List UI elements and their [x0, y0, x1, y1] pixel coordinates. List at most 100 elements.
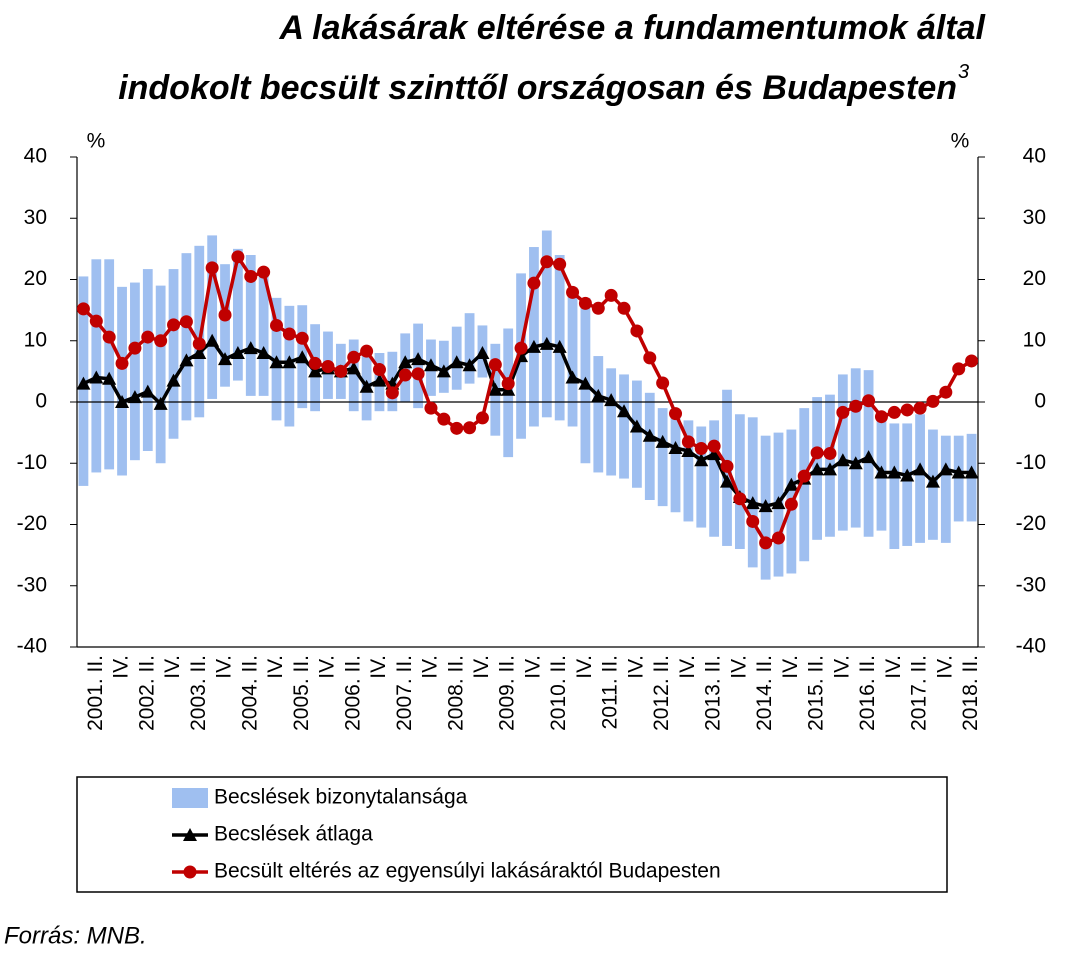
- range-bar: [837, 374, 848, 531]
- range-bar: [413, 323, 423, 409]
- point: [745, 496, 760, 510]
- chart-title: A lakásárak eltérése a fundamentumok ált…: [279, 9, 987, 47]
- y-tick-label: 30: [24, 206, 47, 229]
- point: [153, 396, 168, 410]
- range-bar: [117, 286, 127, 476]
- point: [707, 447, 722, 461]
- point: [179, 315, 193, 329]
- point: [140, 384, 155, 398]
- point: [230, 346, 245, 359]
- point: [553, 257, 567, 271]
- point: [964, 465, 979, 479]
- range-bar: [194, 245, 205, 418]
- point: [771, 496, 786, 510]
- range-bar: [902, 423, 913, 546]
- point: [436, 364, 451, 378]
- range-bar: [657, 408, 668, 507]
- x-tick-label: IV.: [419, 655, 442, 679]
- point: [655, 434, 670, 448]
- point: [887, 465, 902, 479]
- x-tick-label: 2003. II.: [187, 655, 210, 731]
- point: [411, 352, 426, 366]
- range-bar: [889, 423, 900, 549]
- y-tick-label: 10: [24, 328, 47, 351]
- point: [488, 358, 502, 372]
- point: [398, 355, 413, 369]
- point: [256, 346, 271, 359]
- point: [874, 465, 889, 479]
- range-bar: [258, 273, 269, 396]
- x-tick-label: IV.: [521, 655, 544, 679]
- y-tick-label: -40: [17, 635, 47, 658]
- point: [668, 440, 683, 454]
- point: [591, 301, 605, 315]
- line: [82, 338, 972, 508]
- range-bar: [709, 420, 720, 537]
- y-tick-label: 0: [35, 390, 47, 413]
- point: [900, 468, 915, 482]
- x-tick-label: IV.: [882, 655, 905, 679]
- point: [540, 255, 554, 269]
- legend-marker: [183, 828, 197, 841]
- range-bar: [348, 339, 359, 412]
- point: [269, 355, 284, 369]
- point: [449, 355, 464, 369]
- point: [270, 318, 284, 332]
- point: [835, 453, 850, 467]
- range-bar: [734, 414, 745, 549]
- range-bar: [541, 230, 552, 418]
- point: [630, 324, 644, 338]
- range-bar: [207, 235, 218, 399]
- point: [565, 370, 580, 384]
- point: [385, 386, 399, 400]
- point: [617, 301, 631, 315]
- point: [720, 474, 735, 488]
- point: [218, 352, 233, 366]
- range-bar: [953, 435, 964, 522]
- point: [218, 308, 232, 322]
- x-tick-label: IV.: [316, 655, 339, 679]
- y2-tick-label: -10: [1016, 451, 1046, 474]
- point: [938, 462, 953, 476]
- point: [849, 399, 863, 413]
- point: [463, 421, 477, 435]
- range-bar: [632, 380, 642, 488]
- point: [952, 362, 966, 376]
- point: [694, 453, 709, 467]
- range-bar: [567, 287, 578, 427]
- point: [629, 419, 644, 433]
- y2-tick-label: 0: [1034, 390, 1046, 413]
- point: [192, 337, 206, 351]
- range-bar: [850, 368, 861, 528]
- point: [295, 331, 309, 345]
- point: [694, 442, 708, 456]
- x-tick-label: IV.: [367, 655, 390, 679]
- point: [822, 462, 837, 476]
- point: [720, 459, 734, 473]
- range-bar: [130, 282, 140, 461]
- point: [102, 371, 117, 385]
- x-tick-label: 2018. II.: [959, 655, 982, 731]
- x-tick-label: IV.: [264, 655, 287, 679]
- range-bar: [915, 414, 925, 543]
- point: [925, 474, 940, 488]
- point: [887, 405, 901, 419]
- x-tick-label: IV.: [727, 655, 750, 679]
- point: [295, 350, 310, 364]
- legend-label: Becsült eltérés az egyensúlyi lakásárakt…: [214, 860, 721, 883]
- range-bar: [245, 255, 256, 396]
- point: [347, 350, 361, 364]
- y2-tick-label: -30: [1016, 573, 1046, 596]
- range-bar: [683, 420, 694, 522]
- range-bar: [104, 259, 115, 470]
- y-tick-label: 20: [24, 267, 47, 290]
- point: [566, 285, 580, 299]
- point: [127, 390, 142, 404]
- point: [669, 407, 683, 421]
- point: [527, 276, 541, 290]
- x-tick-label: IV.: [779, 655, 802, 679]
- x-tick-label: 2012. II.: [650, 655, 673, 731]
- point: [758, 499, 773, 513]
- x-tick-label: 2007. II.: [393, 655, 416, 731]
- range-bar: [529, 247, 539, 427]
